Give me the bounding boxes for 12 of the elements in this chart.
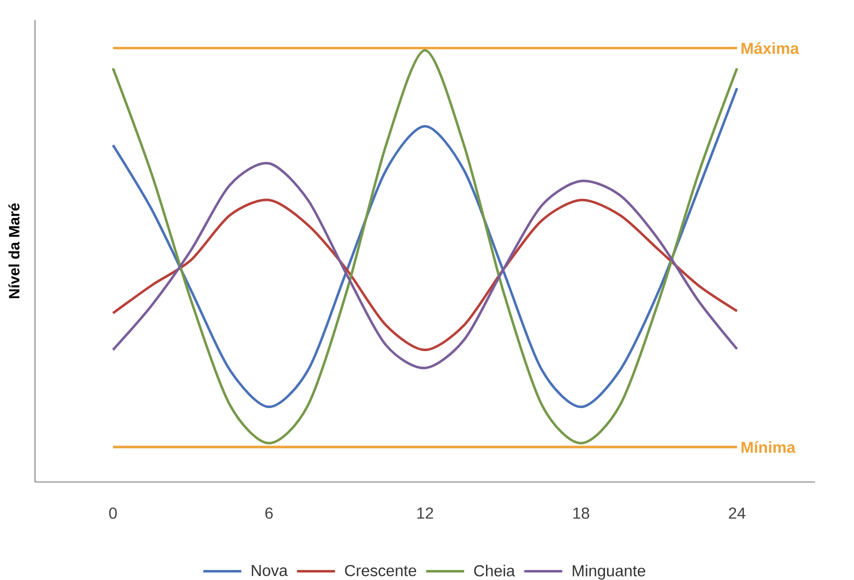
x-tick-label: 24	[728, 508, 746, 519]
legend-label: Minguante	[572, 564, 646, 580]
ref-line-label: Mínima	[742, 441, 796, 453]
x-tick-label: 0	[109, 508, 117, 519]
legend-label: Crescente	[345, 564, 416, 576]
legend-label: Cheia	[474, 564, 515, 576]
y-axis-title: Nível da Maré	[8, 203, 20, 298]
x-tick-label: 6	[265, 508, 273, 519]
x-tick-label: 18	[573, 508, 590, 519]
legend-label: Nova	[252, 565, 288, 576]
x-tick-label: 12	[417, 508, 434, 519]
ref-line-label: Máxima	[742, 42, 800, 54]
